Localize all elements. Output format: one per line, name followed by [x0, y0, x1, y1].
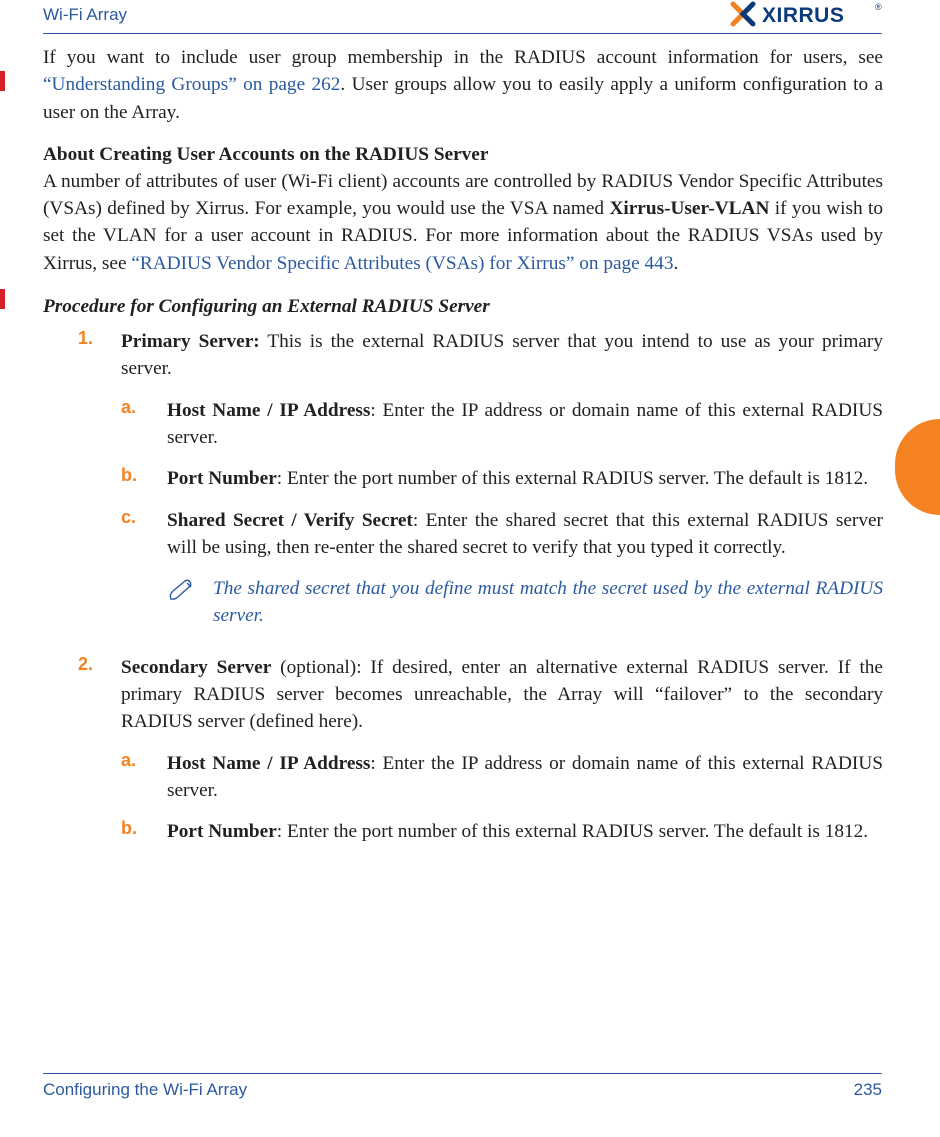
svg-text:®: ®: [875, 2, 882, 12]
list-number: 2.: [78, 654, 93, 675]
intro-link[interactable]: “Understanding Groups” on page 262: [43, 74, 340, 95]
sublist-body: : Enter the port number of this external…: [277, 821, 868, 842]
note-text: The shared secret that you define must m…: [213, 575, 883, 630]
list-text: Primary Server: This is the external RAD…: [121, 328, 883, 383]
footer-section: Configuring the Wi-Fi Array: [43, 1080, 247, 1100]
sublist-lead: Port Number: [167, 821, 277, 842]
change-mark: [0, 71, 5, 91]
list-item: 2. Secondary Server (optional): If desir…: [43, 654, 883, 846]
page-body: If you want to include user group member…: [43, 44, 883, 862]
list-number: 1.: [78, 328, 93, 349]
sublist-letter: b.: [121, 818, 137, 839]
intro-paragraph: If you want to include user group member…: [43, 44, 883, 126]
sub-list: a. Host Name / IP Address: Enter the IP …: [121, 750, 883, 846]
section1-body: A number of attributes of user (Wi-Fi cl…: [43, 168, 883, 277]
list-item: b. Port Number: Enter the port number of…: [121, 465, 883, 492]
list-text: Secondary Server (optional): If desired,…: [121, 654, 883, 736]
sublist-lead: Shared Secret / Verify Secret: [167, 510, 413, 531]
sublist-text: Shared Secret / Verify Secret: Enter the…: [167, 507, 883, 562]
intro-pre: If you want to include user group member…: [43, 47, 883, 68]
sublist-text: Host Name / IP Address: Enter the IP add…: [167, 397, 883, 452]
sublist-lead: Host Name / IP Address: [167, 400, 370, 421]
sublist-letter: a.: [121, 750, 136, 771]
sublist-letter: b.: [121, 465, 137, 486]
section2-heading: Procedure for Configuring an External RA…: [43, 296, 883, 318]
list-lead: Secondary Server: [121, 657, 271, 678]
thumb-tab: [895, 419, 940, 515]
brand-logo: XIRRUS ®: [727, 1, 882, 32]
list-item: a. Host Name / IP Address: Enter the IP …: [121, 750, 883, 805]
header-title: Wi-Fi Array: [43, 5, 127, 25]
list-item: a. Host Name / IP Address: Enter the IP …: [121, 397, 883, 452]
page-footer: Configuring the Wi-Fi Array 235: [43, 1073, 882, 1101]
sublist-letter: c.: [121, 507, 136, 528]
list-item: 1. Primary Server: This is the external …: [43, 328, 883, 630]
list-item: b. Port Number: Enter the port number of…: [121, 818, 883, 845]
page-number: 235: [854, 1080, 882, 1100]
section1-post: .: [673, 253, 678, 274]
list-item: c. Shared Secret / Verify Secret: Enter …: [121, 507, 883, 562]
sub-list: a. Host Name / IP Address: Enter the IP …: [121, 397, 883, 561]
list-lead: Primary Server:: [121, 331, 260, 352]
section1-vsa: Xirrus-User-VLAN: [609, 198, 769, 219]
sublist-text: Port Number: Enter the port number of th…: [167, 465, 883, 492]
sublist-text: Host Name / IP Address: Enter the IP add…: [167, 750, 883, 805]
sublist-lead: Host Name / IP Address: [167, 753, 370, 774]
sublist-body: : Enter the port number of this external…: [277, 468, 868, 489]
section1-link[interactable]: “RADIUS Vendor Specific Attributes (VSAs…: [131, 253, 673, 274]
hand-note-icon: [167, 575, 213, 630]
section1-heading: About Creating User Accounts on the RADI…: [43, 144, 883, 166]
page-header: Wi-Fi Array XIRRUS ®: [43, 3, 882, 34]
logo-text: XIRRUS: [762, 4, 844, 27]
procedure-list: 1. Primary Server: This is the external …: [43, 328, 883, 845]
sublist-text: Port Number: Enter the port number of th…: [167, 818, 883, 845]
sublist-lead: Port Number: [167, 468, 277, 489]
sublist-letter: a.: [121, 397, 136, 418]
note-block: The shared secret that you define must m…: [121, 575, 883, 630]
change-mark: [0, 289, 5, 309]
